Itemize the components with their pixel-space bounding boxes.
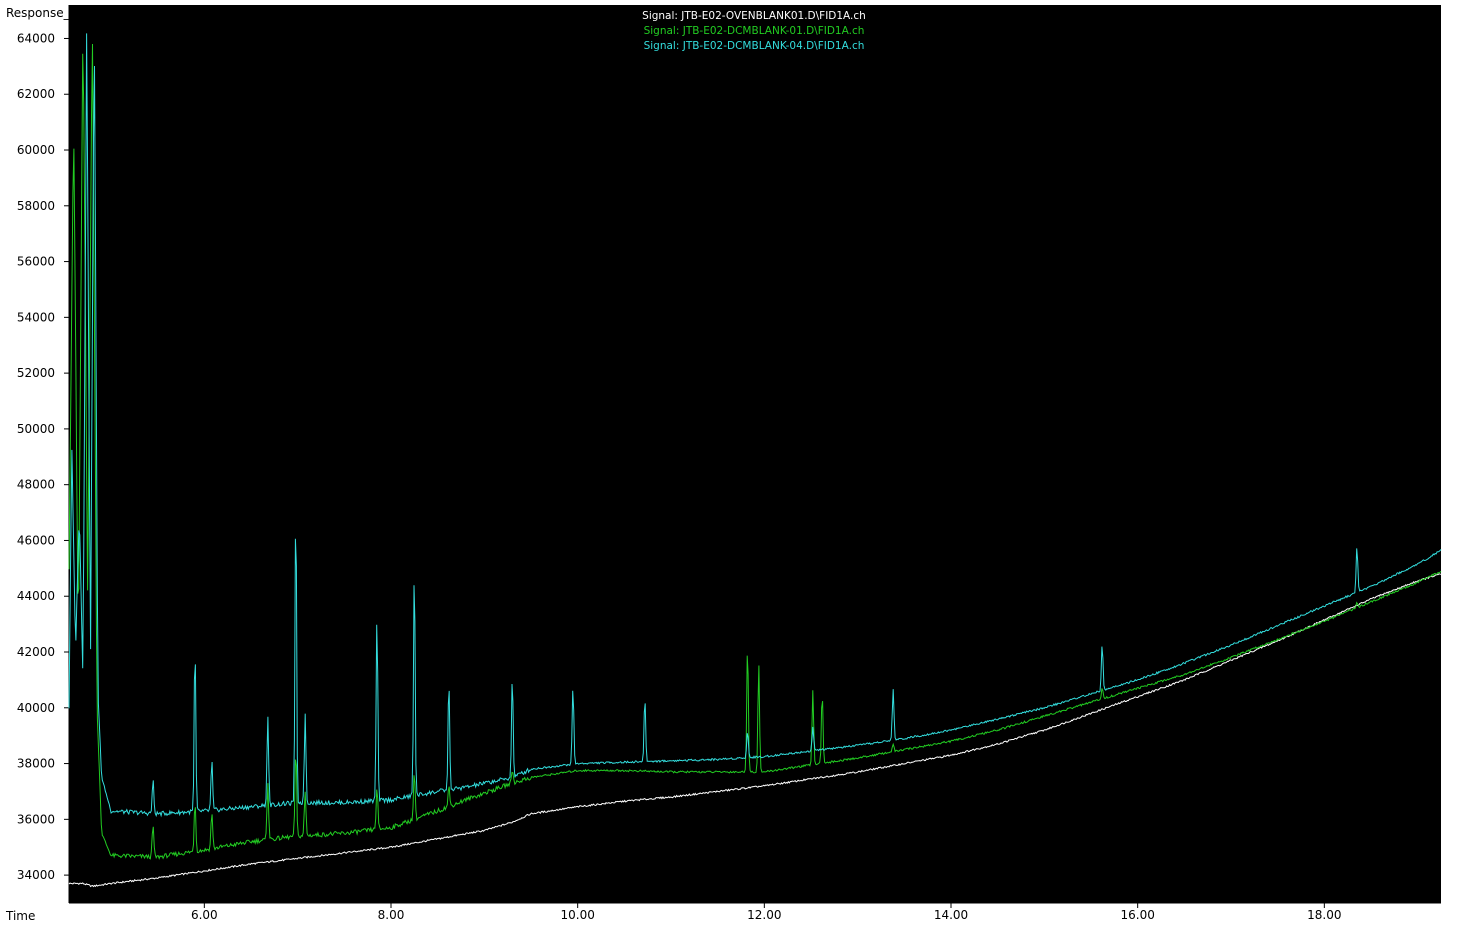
legend-entry-3: Signal: JTB-E02-DCMBLANK-04.D\FID1A.ch — [644, 40, 865, 52]
y-tick-label: 60000 — [17, 143, 55, 157]
legend-entry-1: Signal: JTB-E02-OVENBLANK01.D\FID1A.ch — [642, 10, 866, 22]
x-tick-label: 10.00 — [560, 908, 594, 922]
series-line-1 — [68, 573, 1442, 888]
y-tick-label: 42000 — [17, 645, 55, 659]
plot-area — [69, 5, 1441, 903]
series-layer — [68, 33, 1442, 888]
x-tick-label: 12.00 — [747, 908, 781, 922]
series-line-3 — [68, 33, 1442, 818]
legend-entry-2: Signal: JTB-E02-DCMBLANK-01.D\FID1A.ch — [644, 25, 865, 37]
y-tick-label: 62000 — [17, 87, 55, 101]
y-tick-label: 38000 — [17, 757, 55, 771]
y-tick-label: 52000 — [17, 366, 55, 380]
y-tick-label: 64000 — [17, 31, 55, 45]
y-axis: 34000 36000 38000 40000 42000 44000 46000 48000… — [17, 5, 70, 903]
x-tick-label: 14.00 — [934, 908, 968, 922]
y-tick-label: 48000 — [17, 478, 55, 492]
y-tick-label: 54000 — [17, 310, 55, 324]
y-tick-label: 56000 — [17, 255, 55, 269]
y-tick-label: 40000 — [17, 701, 55, 715]
series-line-2 — [68, 43, 1442, 860]
x-tick-label: 6.00 — [191, 908, 218, 922]
x-tick-label: 18.00 — [1307, 908, 1341, 922]
y-tick-label: 46000 — [17, 533, 55, 547]
x-axis: 6.00 8.00 10.00 12.00 14.00 16.00 18.00 — [69, 902, 1441, 922]
y-axis-title: Response_ — [6, 6, 70, 20]
y-tick-label: 58000 — [17, 199, 55, 213]
y-tick-label: 44000 — [17, 589, 55, 603]
y-tick-label: 50000 — [17, 422, 55, 436]
y-tick-label: 34000 — [17, 868, 55, 882]
legend: Signal: JTB-E02-OVENBLANK01.D\FID1A.ch Si… — [642, 10, 866, 52]
x-tick-label: 16.00 — [1120, 908, 1154, 922]
y-tick-label: 36000 — [17, 812, 55, 826]
x-axis-title: Time — [6, 909, 36, 923]
x-tick-label: 8.00 — [378, 908, 405, 922]
